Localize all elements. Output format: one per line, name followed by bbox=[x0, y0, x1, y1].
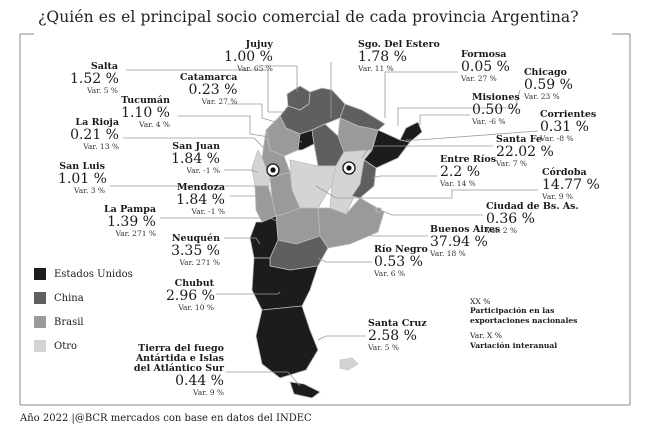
leader-santacruz bbox=[317, 335, 366, 341]
leader-chicago bbox=[397, 89, 521, 126]
leader-rionegro bbox=[317, 257, 372, 263]
callout-la-pampa: La Pampa 1.39 % Var. 271 % bbox=[104, 204, 157, 238]
leader-santafe bbox=[361, 145, 493, 159]
callout-corrientes: Corrientes 0.31 % Var. -8 % bbox=[540, 109, 597, 143]
leader-larioja bbox=[123, 137, 265, 149]
callout-san-juan: San Juan 1.84 % Var. -1 % bbox=[171, 141, 220, 175]
callout-formosa: Formosa 0.05 % Var. 27 % bbox=[461, 49, 510, 83]
legend-swatch bbox=[34, 316, 46, 328]
province-santa-cruz bbox=[255, 305, 319, 379]
leader-entrerios bbox=[371, 175, 437, 179]
callout-chubut: Chubut 2.96 % Var. 10 % bbox=[166, 278, 215, 312]
note-exportaciones: exportaciones nacionales bbox=[470, 315, 578, 325]
callout-cordoba: Córdoba 14.77 % Var. 9 % bbox=[542, 167, 600, 201]
callout-catamarca: Catamarca 0.23 % Var. 27 % bbox=[180, 72, 238, 106]
legend-swatch bbox=[34, 292, 46, 304]
legend-item-otro: Otro bbox=[34, 339, 133, 353]
page-title: ¿Quién es el principal socio comercial d… bbox=[38, 8, 579, 26]
leader-sanjuan bbox=[224, 169, 259, 173]
province-chubut bbox=[251, 257, 319, 311]
callout-jujuy: Jujuy 1.00 % Var. 65 % bbox=[224, 39, 273, 73]
leader-mendoza bbox=[230, 195, 263, 204]
islas-malvinas bbox=[339, 357, 359, 371]
callout-la-rioja: La Rioja 0.21 % Var. 13 % bbox=[70, 117, 119, 151]
leader-misiones bbox=[419, 114, 470, 125]
callout-rio-negro: Río Negro 0.53 % Var. 6 % bbox=[374, 244, 428, 278]
legend-item-china: China bbox=[34, 291, 133, 305]
legend-label: China bbox=[54, 292, 84, 304]
key-notes: XX % Participación en las exportaciones … bbox=[470, 297, 577, 350]
callout-santa-cruz: Santa Cruz 2.58 % Var. 5 % bbox=[368, 318, 427, 352]
callout-tucuman: Tucumán 1.10 % Var. 4 % bbox=[121, 95, 170, 129]
leader-caba bbox=[379, 209, 483, 216]
legend-swatch bbox=[34, 340, 46, 352]
legend-label: Brasil bbox=[54, 316, 84, 328]
leader-lapampa bbox=[160, 217, 289, 227]
leader-tdf bbox=[226, 371, 301, 387]
callout-misiones: Misiones 0.50 % Var. -6 % bbox=[472, 92, 521, 126]
leader-formosa bbox=[384, 71, 458, 118]
note-participacion: Participación en las bbox=[470, 306, 555, 316]
legend: Estados Unidos China Brasil Otro bbox=[34, 267, 133, 363]
callout-santa-fe: Santa Fe 22.02 % Var. 7 % bbox=[496, 134, 554, 168]
callout-tierra-del-fuego: Tierra del fuego Antártida e Islas del A… bbox=[133, 343, 224, 397]
leader-catamarca bbox=[227, 103, 283, 125]
legend-label: Otro bbox=[54, 340, 78, 352]
city-marker-cordoba bbox=[266, 163, 280, 177]
province-tucuman bbox=[297, 129, 315, 151]
legend-item-brasil: Brasil bbox=[34, 315, 133, 329]
province-misiones bbox=[399, 121, 423, 143]
callout-sgo-del-estero: Sgo. Del Estero 1.78 % Var. 11 % bbox=[358, 39, 440, 73]
legend-item-estados-unidos: Estados Unidos bbox=[34, 267, 133, 281]
note-variacion: Variación interanual bbox=[470, 340, 558, 350]
callout-salta: Salta 1.52 % Var. 5 % bbox=[70, 61, 119, 95]
leader-cordoba bbox=[315, 185, 538, 199]
leader-jujuy bbox=[262, 65, 298, 92]
note-xx: XX % bbox=[470, 297, 491, 306]
leader-corrientes bbox=[406, 130, 539, 141]
city-marker-rosario bbox=[342, 161, 356, 175]
legend-swatch bbox=[34, 268, 46, 280]
leader-salta bbox=[126, 69, 284, 113]
province-caba bbox=[375, 207, 382, 213]
leader-neuquen bbox=[224, 237, 261, 245]
callout-caba: Ciudad de Bs. As. 0.36 % Var. 2 % bbox=[486, 201, 579, 235]
legend-label: Estados Unidos bbox=[54, 268, 133, 280]
leader-chubut bbox=[216, 291, 281, 295]
callout-san-luis: San Luis 1.01 % Var. 3 % bbox=[58, 161, 107, 195]
callout-chicago: Chicago 0.59 % Var. 23 % bbox=[524, 67, 573, 101]
callout-mendoza: Mendoza 1.84 % Var. -1 % bbox=[176, 182, 225, 216]
footer-source: Año 2022 |@BCR mercados con base en dato… bbox=[20, 413, 312, 424]
leader-tucuman bbox=[178, 115, 303, 143]
callout-entre-rios: Entre Ríos 2.2 % Var. 14 % bbox=[440, 154, 497, 188]
callout-buenos-aires: Buenos Aires 37.94 % Var. 18 % bbox=[430, 224, 501, 258]
province-tierra-del-fuego bbox=[289, 381, 321, 399]
callout-neuquen: Neuquén 3.35 % Var. 271 % bbox=[171, 233, 220, 267]
leader-sanluis bbox=[110, 185, 283, 193]
leader-buenosaires bbox=[363, 231, 428, 237]
note-var-x: Var. X % bbox=[470, 331, 502, 341]
